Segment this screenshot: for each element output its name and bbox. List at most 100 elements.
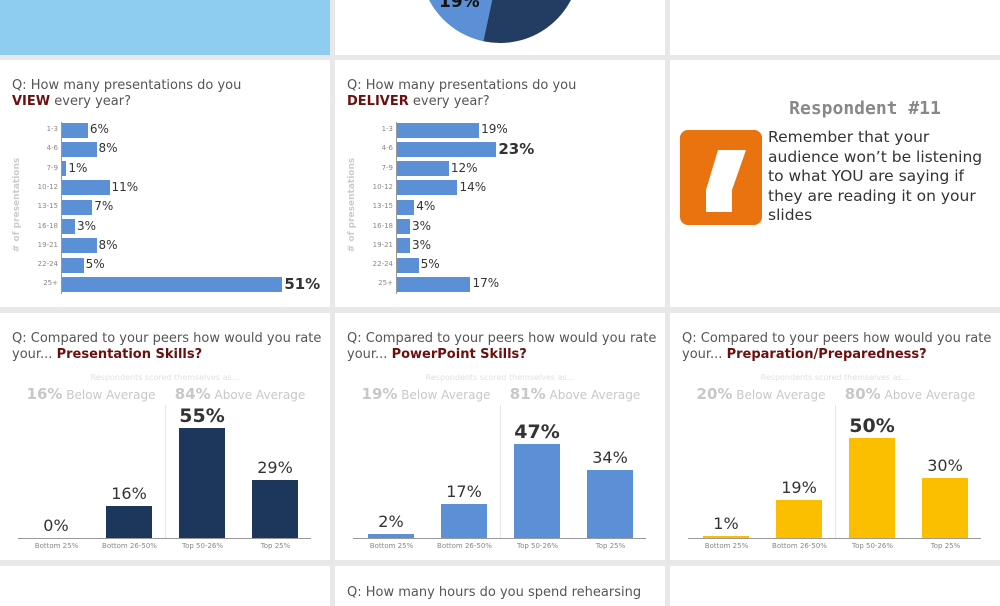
- question-emphasis: VIEW: [12, 94, 51, 109]
- question-suffix: every year?: [408, 94, 490, 109]
- category-label: Top 50-26%: [516, 542, 559, 550]
- bar: [397, 122, 480, 138]
- question-text: Q: Compared to your peers how would you …: [682, 331, 992, 362]
- question-emphasis: Preparation/Preparedness?: [726, 347, 927, 362]
- question: Q: Compared to your peers how would you …: [682, 331, 992, 363]
- quote-mark-icon: [680, 130, 762, 225]
- below-average-label: Below Average: [401, 388, 491, 402]
- category-label: 19-21: [372, 240, 393, 249]
- category-label: Bottom 25%: [704, 542, 749, 550]
- bar: [62, 180, 110, 196]
- bar: [397, 161, 449, 177]
- category-label: 13-15: [372, 202, 393, 211]
- quote-panel: Respondent #11 Remember that your audien…: [670, 60, 1000, 307]
- category-label: 13-15: [37, 202, 58, 211]
- bar: [587, 470, 633, 538]
- category-label: Top 50-26%: [851, 542, 894, 550]
- pie-chart: [429, 0, 571, 43]
- category-label: 25+: [378, 279, 393, 288]
- below-average-summary: 19% Below Average: [362, 385, 491, 403]
- category-label: 1-3: [381, 125, 393, 133]
- value-label: 23%: [498, 140, 535, 159]
- category-label: Bottom 25%: [34, 542, 79, 550]
- category-label: 4-6: [381, 144, 393, 153]
- question-text: Q: How many presentations do you: [12, 78, 242, 93]
- bar: [62, 122, 88, 138]
- above-average-label: Above Average: [549, 388, 641, 402]
- top-left-block: [0, 0, 330, 55]
- above-average-pct: 81%: [509, 385, 546, 403]
- divider: [835, 405, 836, 538]
- bottom-right-panel: [670, 566, 1000, 606]
- question-emphasis: DELIVER: [347, 94, 409, 109]
- bar: [514, 444, 560, 538]
- category-label: Bottom 26-50%: [772, 542, 827, 550]
- y-axis: [396, 122, 397, 294]
- category-label: 7-9: [46, 163, 58, 172]
- bar: [849, 438, 895, 538]
- deliver-chart-panel: Q: How many presentations do you DELIVER …: [335, 60, 665, 307]
- below-average-label: Below Average: [736, 388, 826, 402]
- divider: [165, 405, 166, 538]
- category-label: 22-24: [37, 260, 58, 269]
- pie-slice: [483, 0, 571, 43]
- value-label: 4%: [416, 199, 436, 214]
- value-label: 50%: [849, 415, 895, 437]
- y-axis: [61, 122, 62, 294]
- value-label: 30%: [927, 456, 963, 475]
- preparation-panel: Q: Compared to your peers how would you …: [670, 313, 1000, 560]
- value-label: 7%: [94, 199, 114, 214]
- value-label: 51%: [284, 275, 321, 294]
- value-label: 29%: [257, 458, 293, 477]
- value-label: 55%: [179, 405, 225, 427]
- above-average-label: Above Average: [214, 388, 306, 402]
- bar: [368, 534, 414, 538]
- subtitle: Respondents scored themselves as...: [425, 373, 575, 382]
- bar: [62, 219, 75, 234]
- above-average-summary: 80% Above Average: [845, 385, 975, 403]
- category-label: 16-18: [37, 221, 58, 230]
- bar: [922, 478, 968, 538]
- pie-label: 19%: [439, 0, 480, 12]
- question-text: Q: Compared to your peers how would you …: [347, 331, 657, 362]
- value-label: 5%: [85, 257, 105, 272]
- question: Q: Compared to your peers how would you …: [12, 331, 322, 363]
- bar: [397, 199, 415, 215]
- bar: [397, 276, 471, 292]
- bar: [776, 500, 822, 538]
- category-label: Top 25%: [595, 542, 626, 550]
- x-axis: [688, 538, 981, 539]
- value-label: 5%: [420, 257, 440, 272]
- quote-text: Remember that your audience won’t be lis…: [768, 128, 983, 224]
- rehearse-panel: Q: How many hours do you spend rehearsin…: [335, 566, 665, 606]
- category-label: Top 25%: [930, 542, 961, 550]
- below-average-pct: 16%: [26, 385, 63, 403]
- top-right-panel: [670, 0, 1000, 55]
- category-label: 7-9: [381, 163, 393, 172]
- bar: [397, 141, 497, 157]
- question: Q: How many hours do you spend rehearsin…: [347, 585, 642, 600]
- question: Q: How many presentations do you DELIVER …: [347, 78, 657, 110]
- above-average-pct: 84%: [174, 385, 211, 403]
- above-average-summary: 81% Above Average: [510, 385, 640, 403]
- category-label: 10-12: [37, 182, 58, 191]
- bar: [62, 238, 97, 254]
- value-label: 8%: [98, 141, 118, 156]
- value-label: 3%: [76, 218, 96, 233]
- above-average-summary: 84% Above Average: [175, 385, 305, 403]
- bar: [106, 506, 152, 538]
- question-text: Q: How many presentations do you: [347, 78, 577, 93]
- category-label: Bottom 26-50%: [437, 542, 492, 550]
- bar: [397, 219, 410, 234]
- respondent-title: Respondent #11: [789, 98, 941, 119]
- bar: [397, 257, 419, 273]
- bar: [62, 199, 93, 215]
- category-label: Top 50-26%: [181, 542, 224, 550]
- bar: [62, 141, 97, 157]
- value-label: 0%: [43, 516, 69, 535]
- powerpoint-skills-panel: Q: Compared to your peers how would you …: [335, 313, 665, 560]
- view-chart-panel: Q: How many presentations do you VIEW eve…: [0, 60, 330, 307]
- value-label: 14%: [459, 179, 487, 194]
- pie-slice: [429, 0, 493, 42]
- below-average-summary: 20% Below Average: [697, 385, 826, 403]
